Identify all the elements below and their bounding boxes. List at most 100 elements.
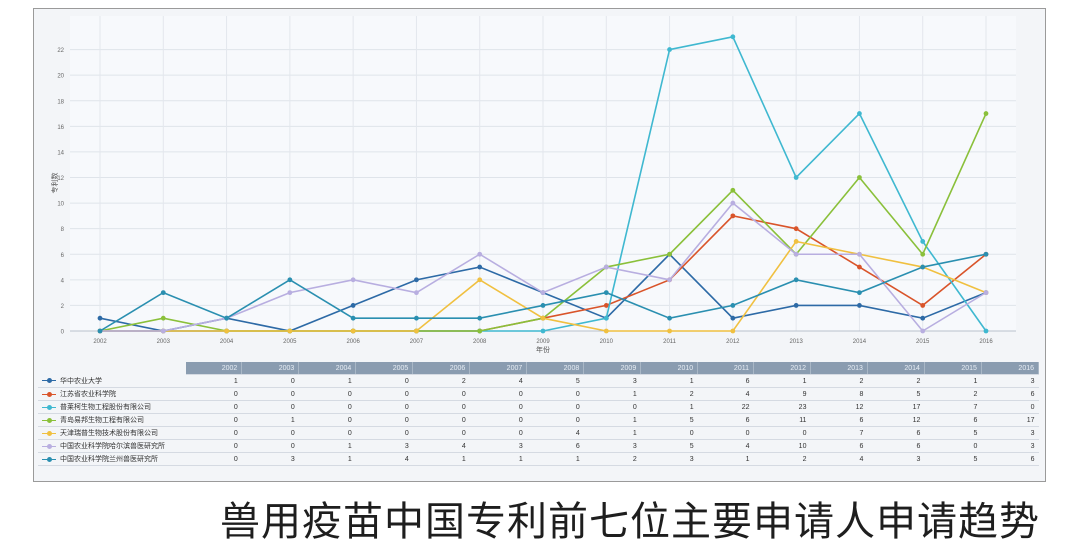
data-point[interactable] [160, 290, 166, 296]
table-cell: 4 [697, 439, 754, 453]
data-point[interactable] [603, 328, 609, 334]
y-tick-label: 10 [57, 202, 64, 208]
data-point[interactable] [540, 315, 546, 321]
data-point[interactable] [603, 303, 609, 308]
data-point[interactable] [920, 251, 926, 257]
data-point[interactable] [350, 315, 356, 321]
data-point[interactable] [287, 328, 293, 334]
data-point[interactable] [920, 315, 926, 321]
data-point[interactable] [730, 303, 736, 308]
data-point[interactable] [793, 251, 799, 257]
data-point[interactable] [603, 264, 609, 270]
data-point[interactable] [730, 328, 736, 334]
data-point[interactable] [983, 111, 989, 116]
data-point[interactable] [793, 226, 799, 232]
legend-entry[interactable]: 华中农业大学 [38, 374, 186, 388]
table-cell: 0 [298, 426, 356, 440]
data-point[interactable] [350, 277, 356, 283]
data-point[interactable] [857, 175, 862, 180]
data-point[interactable] [920, 328, 926, 334]
data-point[interactable] [603, 290, 609, 296]
data-point[interactable] [350, 328, 356, 334]
data-point[interactable] [793, 175, 799, 180]
data-point[interactable] [160, 315, 166, 321]
table-cell: 0 [355, 426, 413, 440]
table-cell: 5 [640, 413, 698, 427]
data-point[interactable] [667, 328, 672, 334]
table-cell: 2 [867, 374, 925, 388]
data-point[interactable] [983, 251, 989, 257]
data-point[interactable] [857, 303, 862, 308]
data-point[interactable] [414, 315, 419, 321]
data-point[interactable] [667, 315, 672, 321]
data-point[interactable] [983, 328, 989, 334]
data-point[interactable] [793, 303, 799, 308]
data-point[interactable] [287, 277, 293, 283]
data-point[interactable] [667, 251, 672, 257]
legend-row: 天津瑞普生物技术股份有限公司 0 0 0 0 0 0 4 1 0 0 0 7 6 5 3 [38, 426, 1039, 440]
legend-entry[interactable]: 普莱柯生物工程股份有限公司 [38, 400, 186, 414]
data-point[interactable] [540, 328, 546, 334]
data-point[interactable] [97, 315, 103, 321]
data-point[interactable] [477, 315, 483, 321]
table-cell: 3 [981, 374, 1039, 388]
x-tick-label: 2008 [473, 339, 487, 345]
legend-swatch-icon [42, 430, 56, 437]
data-point[interactable] [224, 315, 229, 321]
data-point[interactable] [477, 264, 483, 270]
legend-entry[interactable]: 青岛易邦生物工程有限公司 [38, 413, 186, 427]
table-cell: 1 [924, 374, 982, 388]
legend-entry[interactable]: 江苏省农业科学院 [38, 387, 186, 401]
year-header: 2002 [186, 362, 243, 375]
data-point[interactable] [667, 277, 672, 283]
data-point[interactable] [793, 277, 799, 283]
data-point[interactable] [160, 328, 166, 334]
data-point[interactable] [414, 328, 419, 334]
data-point[interactable] [730, 200, 736, 206]
data-point[interactable] [477, 328, 483, 334]
data-point[interactable] [857, 264, 862, 270]
data-point[interactable] [920, 239, 926, 244]
data-point[interactable] [287, 290, 293, 296]
table-cell: 4 [526, 426, 584, 440]
data-point[interactable] [224, 328, 229, 334]
table-cell: 0 [186, 426, 242, 440]
data-point[interactable] [540, 290, 546, 296]
data-point[interactable] [920, 303, 926, 308]
data-point[interactable] [414, 277, 419, 283]
data-point[interactable] [793, 239, 799, 244]
y-tick-label: 14 [57, 150, 64, 156]
legend-entry[interactable]: 中国农业科学院兰州兽医研究所 [38, 452, 186, 466]
data-point[interactable] [540, 303, 546, 308]
year-header: 2009 [583, 362, 642, 375]
data-point[interactable] [477, 277, 483, 283]
legend-row: 中国农业科学院兰州兽医研究所 0 3 1 4 1 1 1 2 3 1 2 4 3 5 6 [38, 452, 1039, 466]
data-point[interactable] [350, 303, 356, 308]
table-cell: 6 [810, 413, 868, 427]
table-cell: 3 [981, 439, 1039, 453]
data-point[interactable] [920, 264, 926, 270]
table-cell: 5 [526, 374, 584, 388]
data-point[interactable] [730, 34, 736, 40]
data-point[interactable] [730, 187, 736, 193]
data-point[interactable] [857, 111, 862, 116]
data-point[interactable] [857, 290, 862, 296]
data-point[interactable] [603, 315, 609, 321]
data-point[interactable] [730, 315, 736, 321]
legend-entry[interactable]: 天津瑞普生物技术股份有限公司 [38, 426, 186, 440]
y-tick-label: 2 [61, 304, 65, 310]
data-point[interactable] [414, 290, 419, 296]
data-point[interactable] [477, 251, 483, 257]
y-tick-label: 0 [61, 330, 65, 336]
data-point[interactable] [730, 213, 736, 219]
data-point[interactable] [97, 328, 103, 334]
table-cell: 7 [924, 400, 982, 414]
table-cell: 6 [810, 439, 868, 453]
legend-label: 天津瑞普生物技术股份有限公司 [60, 430, 158, 437]
year-header: 2011 [697, 362, 754, 375]
table-cell: 0 [469, 387, 527, 401]
legend-entry[interactable]: 中国农业科学院哈尔滨兽医研究所 [38, 439, 186, 453]
data-point[interactable] [667, 47, 672, 52]
data-point[interactable] [857, 251, 862, 257]
data-point[interactable] [983, 290, 989, 296]
